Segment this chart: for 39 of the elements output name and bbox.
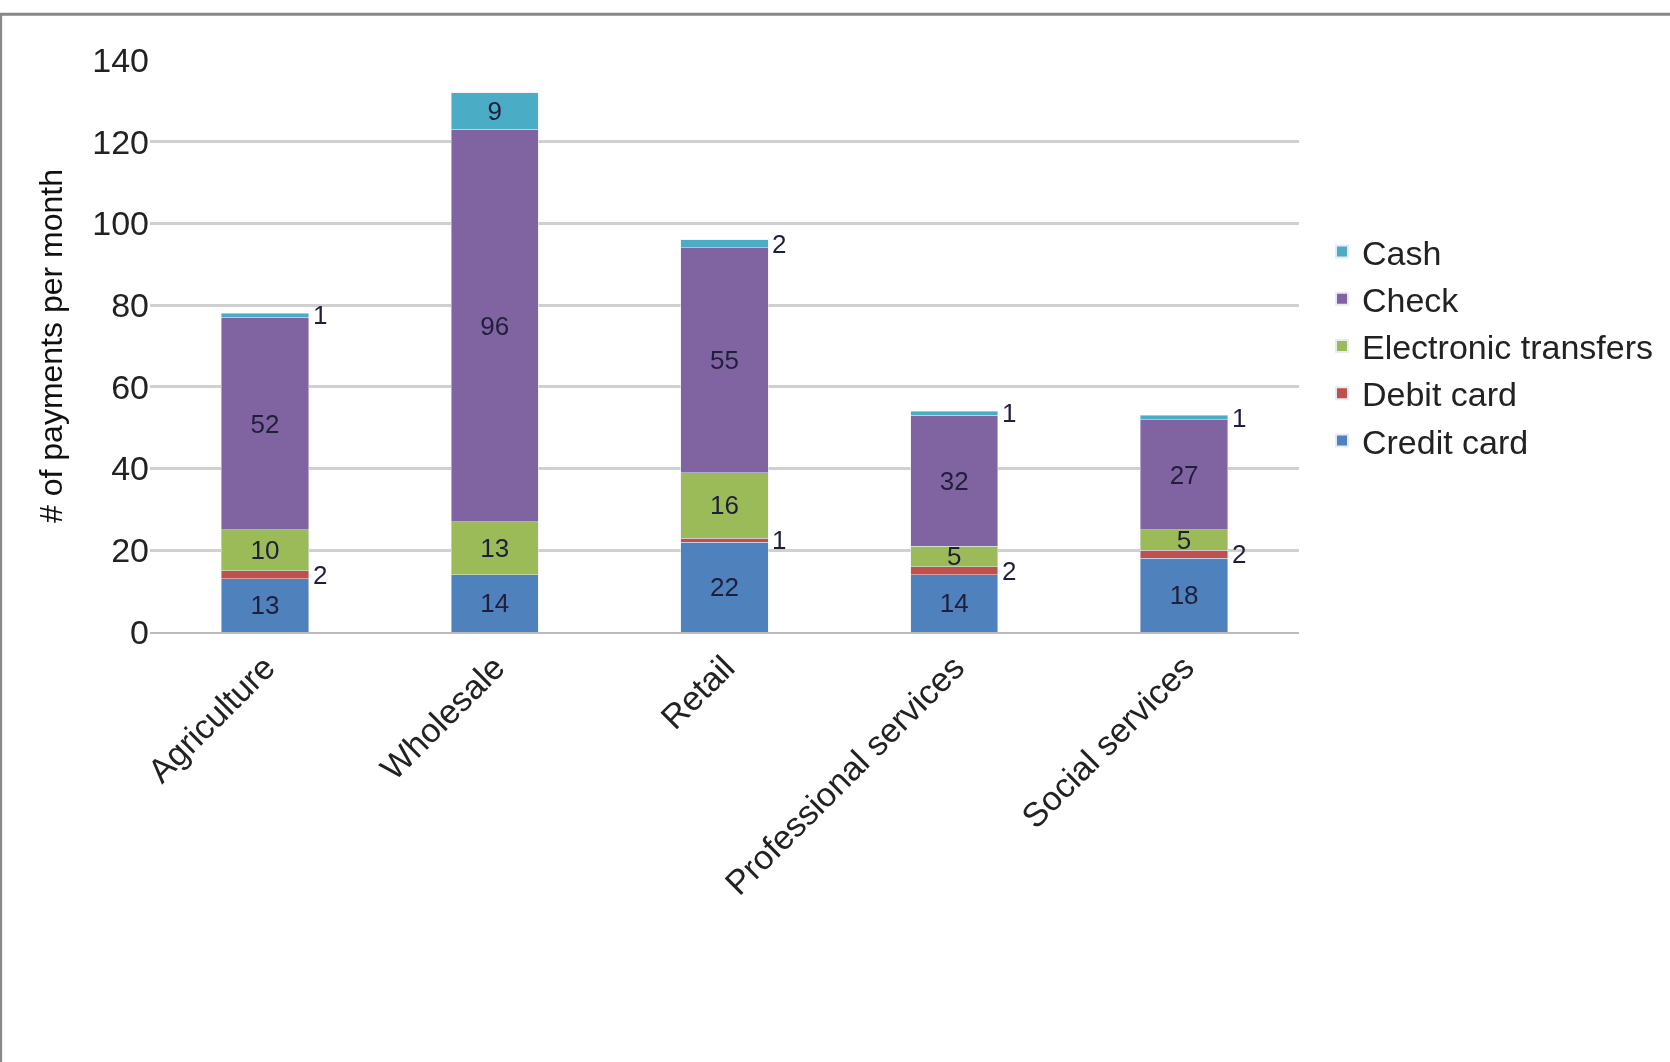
y-tick-label: 40 <box>111 449 149 488</box>
y-tick-label: 60 <box>111 367 149 406</box>
data-label: 2 <box>1002 556 1017 586</box>
data-label: 55 <box>710 345 739 376</box>
data-label: 13 <box>250 590 280 621</box>
data-label: 1 <box>772 525 787 555</box>
legend-label: Check <box>1361 281 1460 320</box>
data-label: 52 <box>250 408 280 439</box>
data-label: 32 <box>939 465 969 496</box>
data-label: 2 <box>772 229 787 259</box>
legend-label: Credit card <box>1361 422 1529 461</box>
data-label: 27 <box>1169 459 1199 490</box>
data-label: 14 <box>939 588 969 619</box>
y-axis-title: # of payments per month <box>32 169 69 523</box>
legend-label: Debit card <box>1361 375 1517 414</box>
data-label: 14 <box>480 588 510 619</box>
data-label: 9 <box>487 96 502 127</box>
y-tick-label: 140 <box>92 40 149 79</box>
data-label: 16 <box>710 490 739 521</box>
y-tick-label: 80 <box>111 286 149 325</box>
y-tick-label: 120 <box>92 122 149 161</box>
data-label: 10 <box>250 535 280 566</box>
data-label: 1 <box>1002 398 1017 428</box>
data-label: 2 <box>313 560 328 590</box>
data-label: 18 <box>1169 580 1199 611</box>
data-label: 96 <box>480 310 510 341</box>
legend-label: Cash <box>1361 233 1442 272</box>
data-label: 5 <box>947 541 962 572</box>
bar <box>680 541 769 632</box>
data-label: 13 <box>480 533 510 564</box>
y-tick-label: 100 <box>92 204 149 243</box>
legend-label: Electronic transfers <box>1361 328 1653 367</box>
data-label: 2 <box>1232 539 1247 569</box>
data-label: 22 <box>710 572 739 603</box>
data-label: 1 <box>313 300 328 330</box>
data-label: 5 <box>1176 525 1192 556</box>
y-tick-label: 0 <box>130 612 149 651</box>
data-label: 1 <box>1232 403 1247 433</box>
y-tick-label: 20 <box>111 531 149 570</box>
